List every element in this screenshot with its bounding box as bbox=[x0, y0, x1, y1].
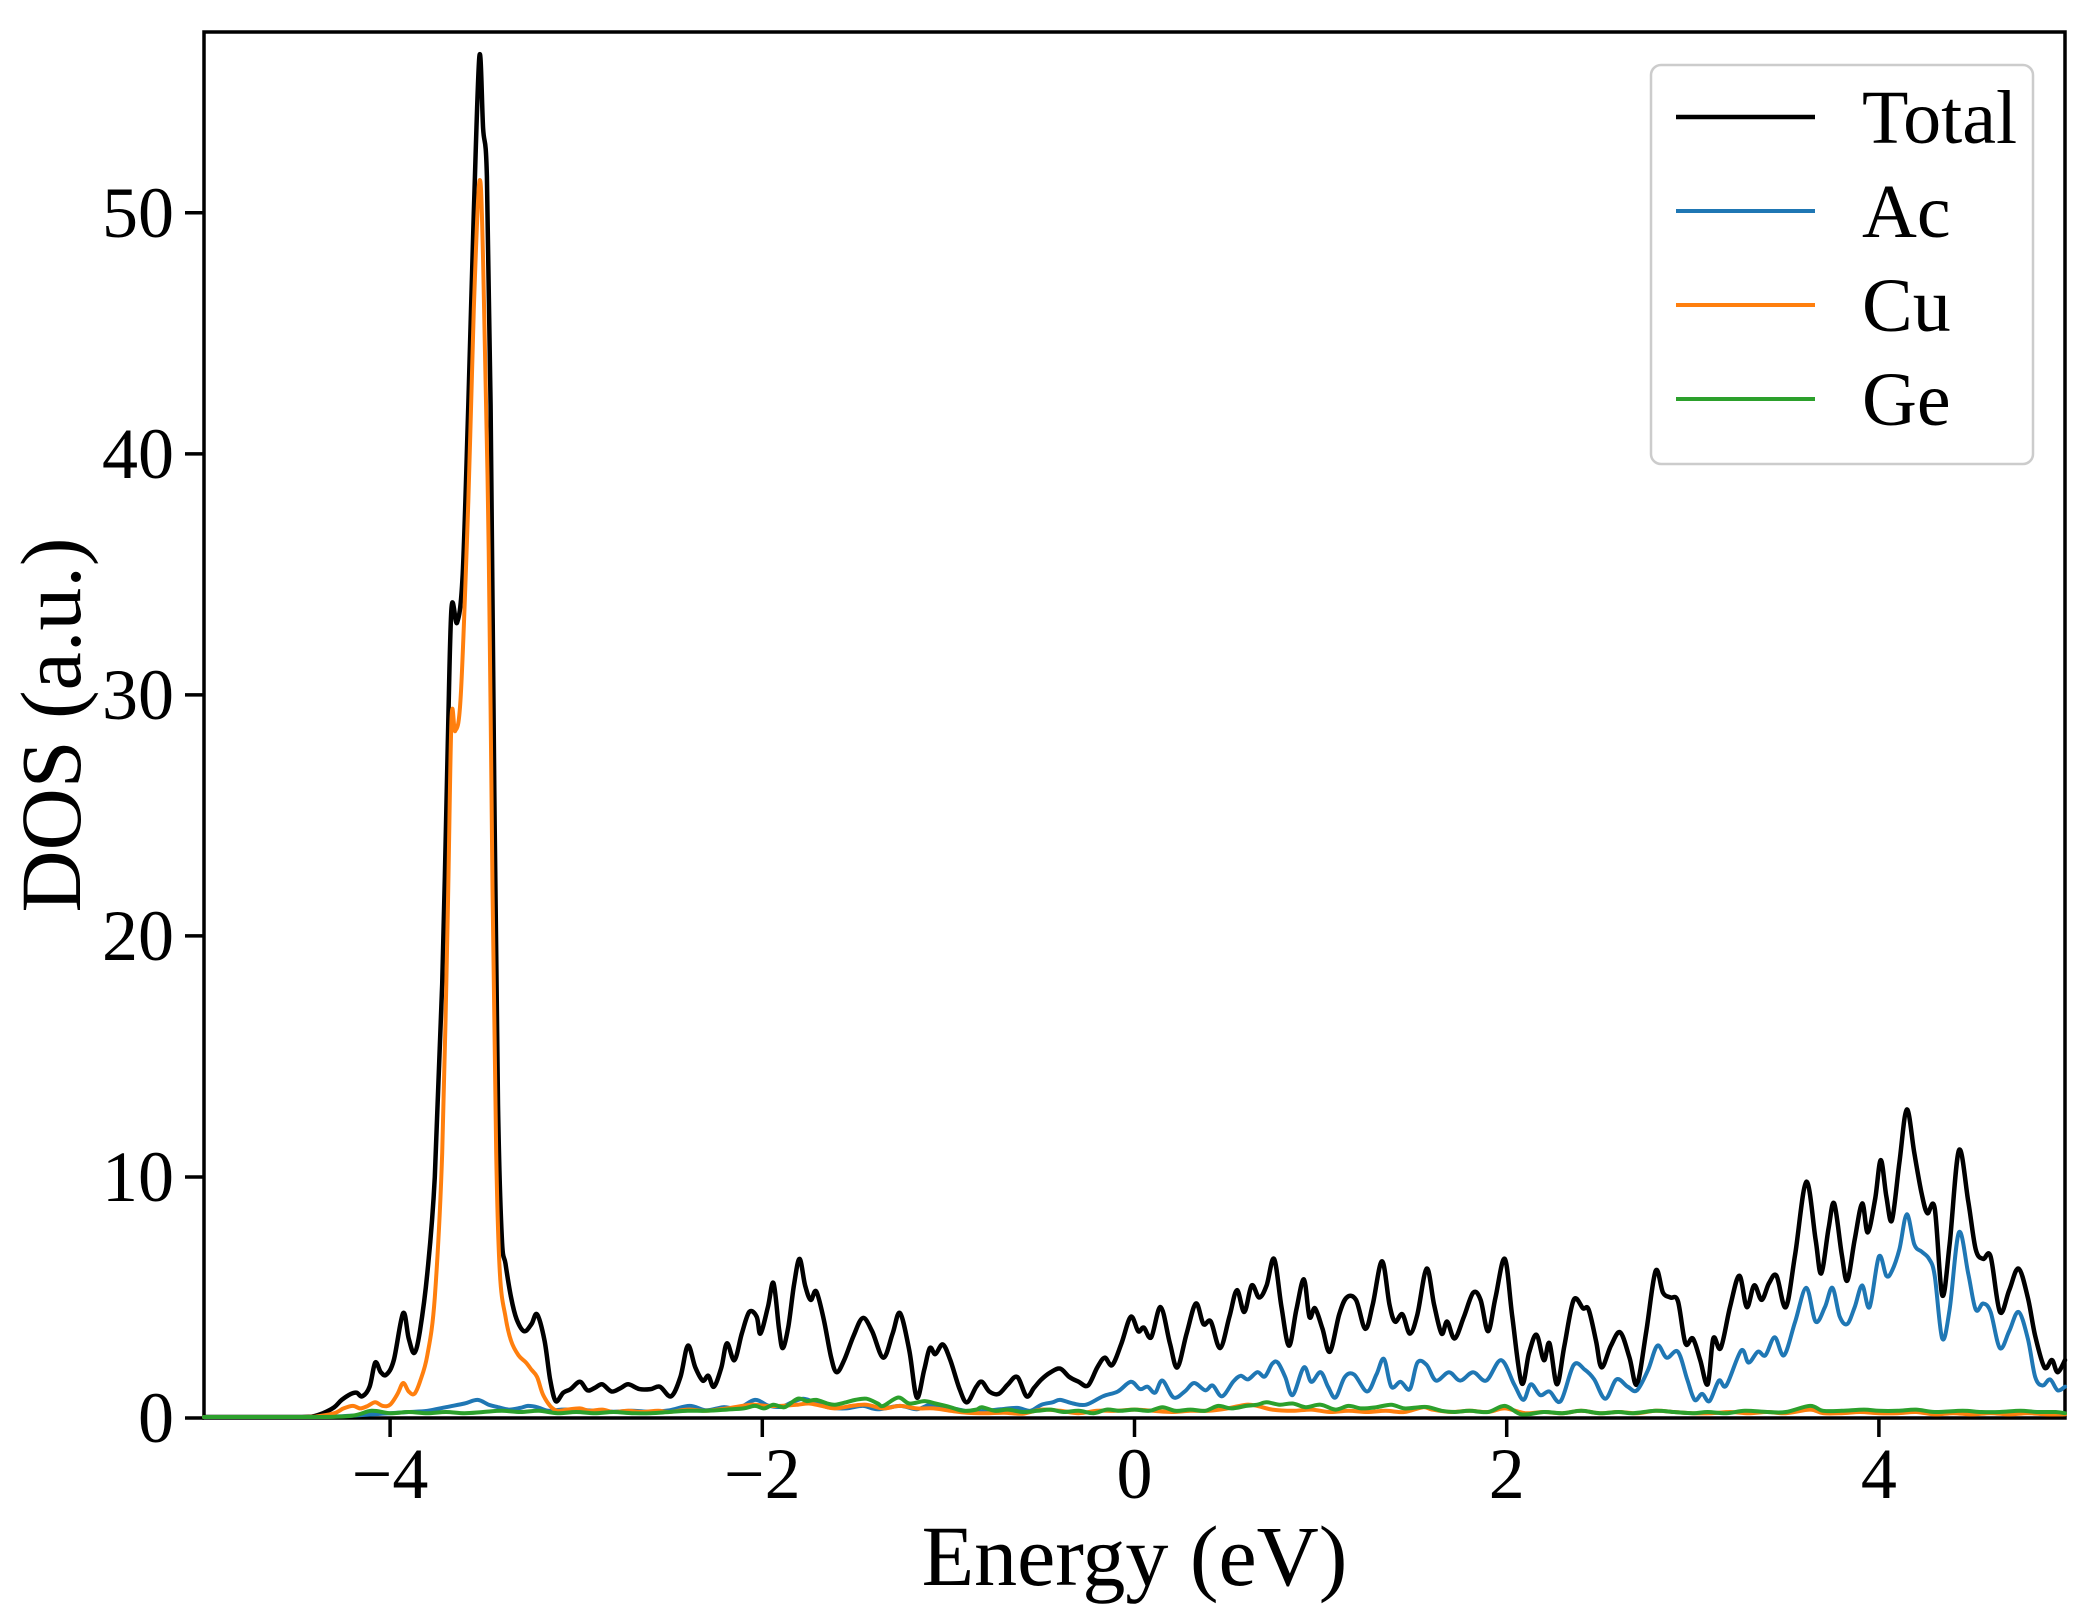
legend-item-cu: Cu bbox=[1676, 264, 1951, 348]
y-tick-label: 20 bbox=[102, 896, 174, 976]
x-tick-label: −2 bbox=[724, 1434, 801, 1514]
ac-curve bbox=[202, 1212, 2067, 1420]
curves-layer bbox=[201, 51, 2068, 1420]
legend-label-ge: Ge bbox=[1862, 358, 1951, 442]
legend-item-total: Total bbox=[1676, 76, 2017, 160]
total-curve bbox=[201, 51, 2068, 1420]
legend-label-cu: Cu bbox=[1862, 264, 1951, 348]
x-tick-label: 4 bbox=[1861, 1434, 1897, 1514]
legend-label-total: Total bbox=[1862, 76, 2017, 160]
legend: Total Ac Cu Ge bbox=[1649, 63, 2035, 466]
x-tick-label: 2 bbox=[1489, 1434, 1525, 1514]
y-tick-label: 50 bbox=[102, 173, 174, 253]
y-tick-label: 40 bbox=[102, 414, 174, 494]
legend-item-ac: Ac bbox=[1676, 170, 1951, 254]
x-axis-label: Energy (eV) bbox=[922, 1508, 1348, 1604]
y-tick-label: 10 bbox=[102, 1137, 174, 1217]
ge-curve bbox=[202, 1395, 2067, 1420]
x-tick-label: −4 bbox=[352, 1434, 429, 1514]
legend-label-ac: Ac bbox=[1862, 170, 1951, 254]
y-axis-label: DOS (a.u.) bbox=[3, 538, 99, 913]
x-tick-label: 0 bbox=[1117, 1434, 1153, 1514]
y-tick-label: 0 bbox=[138, 1378, 174, 1458]
legend-box bbox=[1649, 63, 2035, 466]
legend-item-ge: Ge bbox=[1676, 358, 1951, 442]
y-tick-label: 30 bbox=[102, 655, 174, 735]
